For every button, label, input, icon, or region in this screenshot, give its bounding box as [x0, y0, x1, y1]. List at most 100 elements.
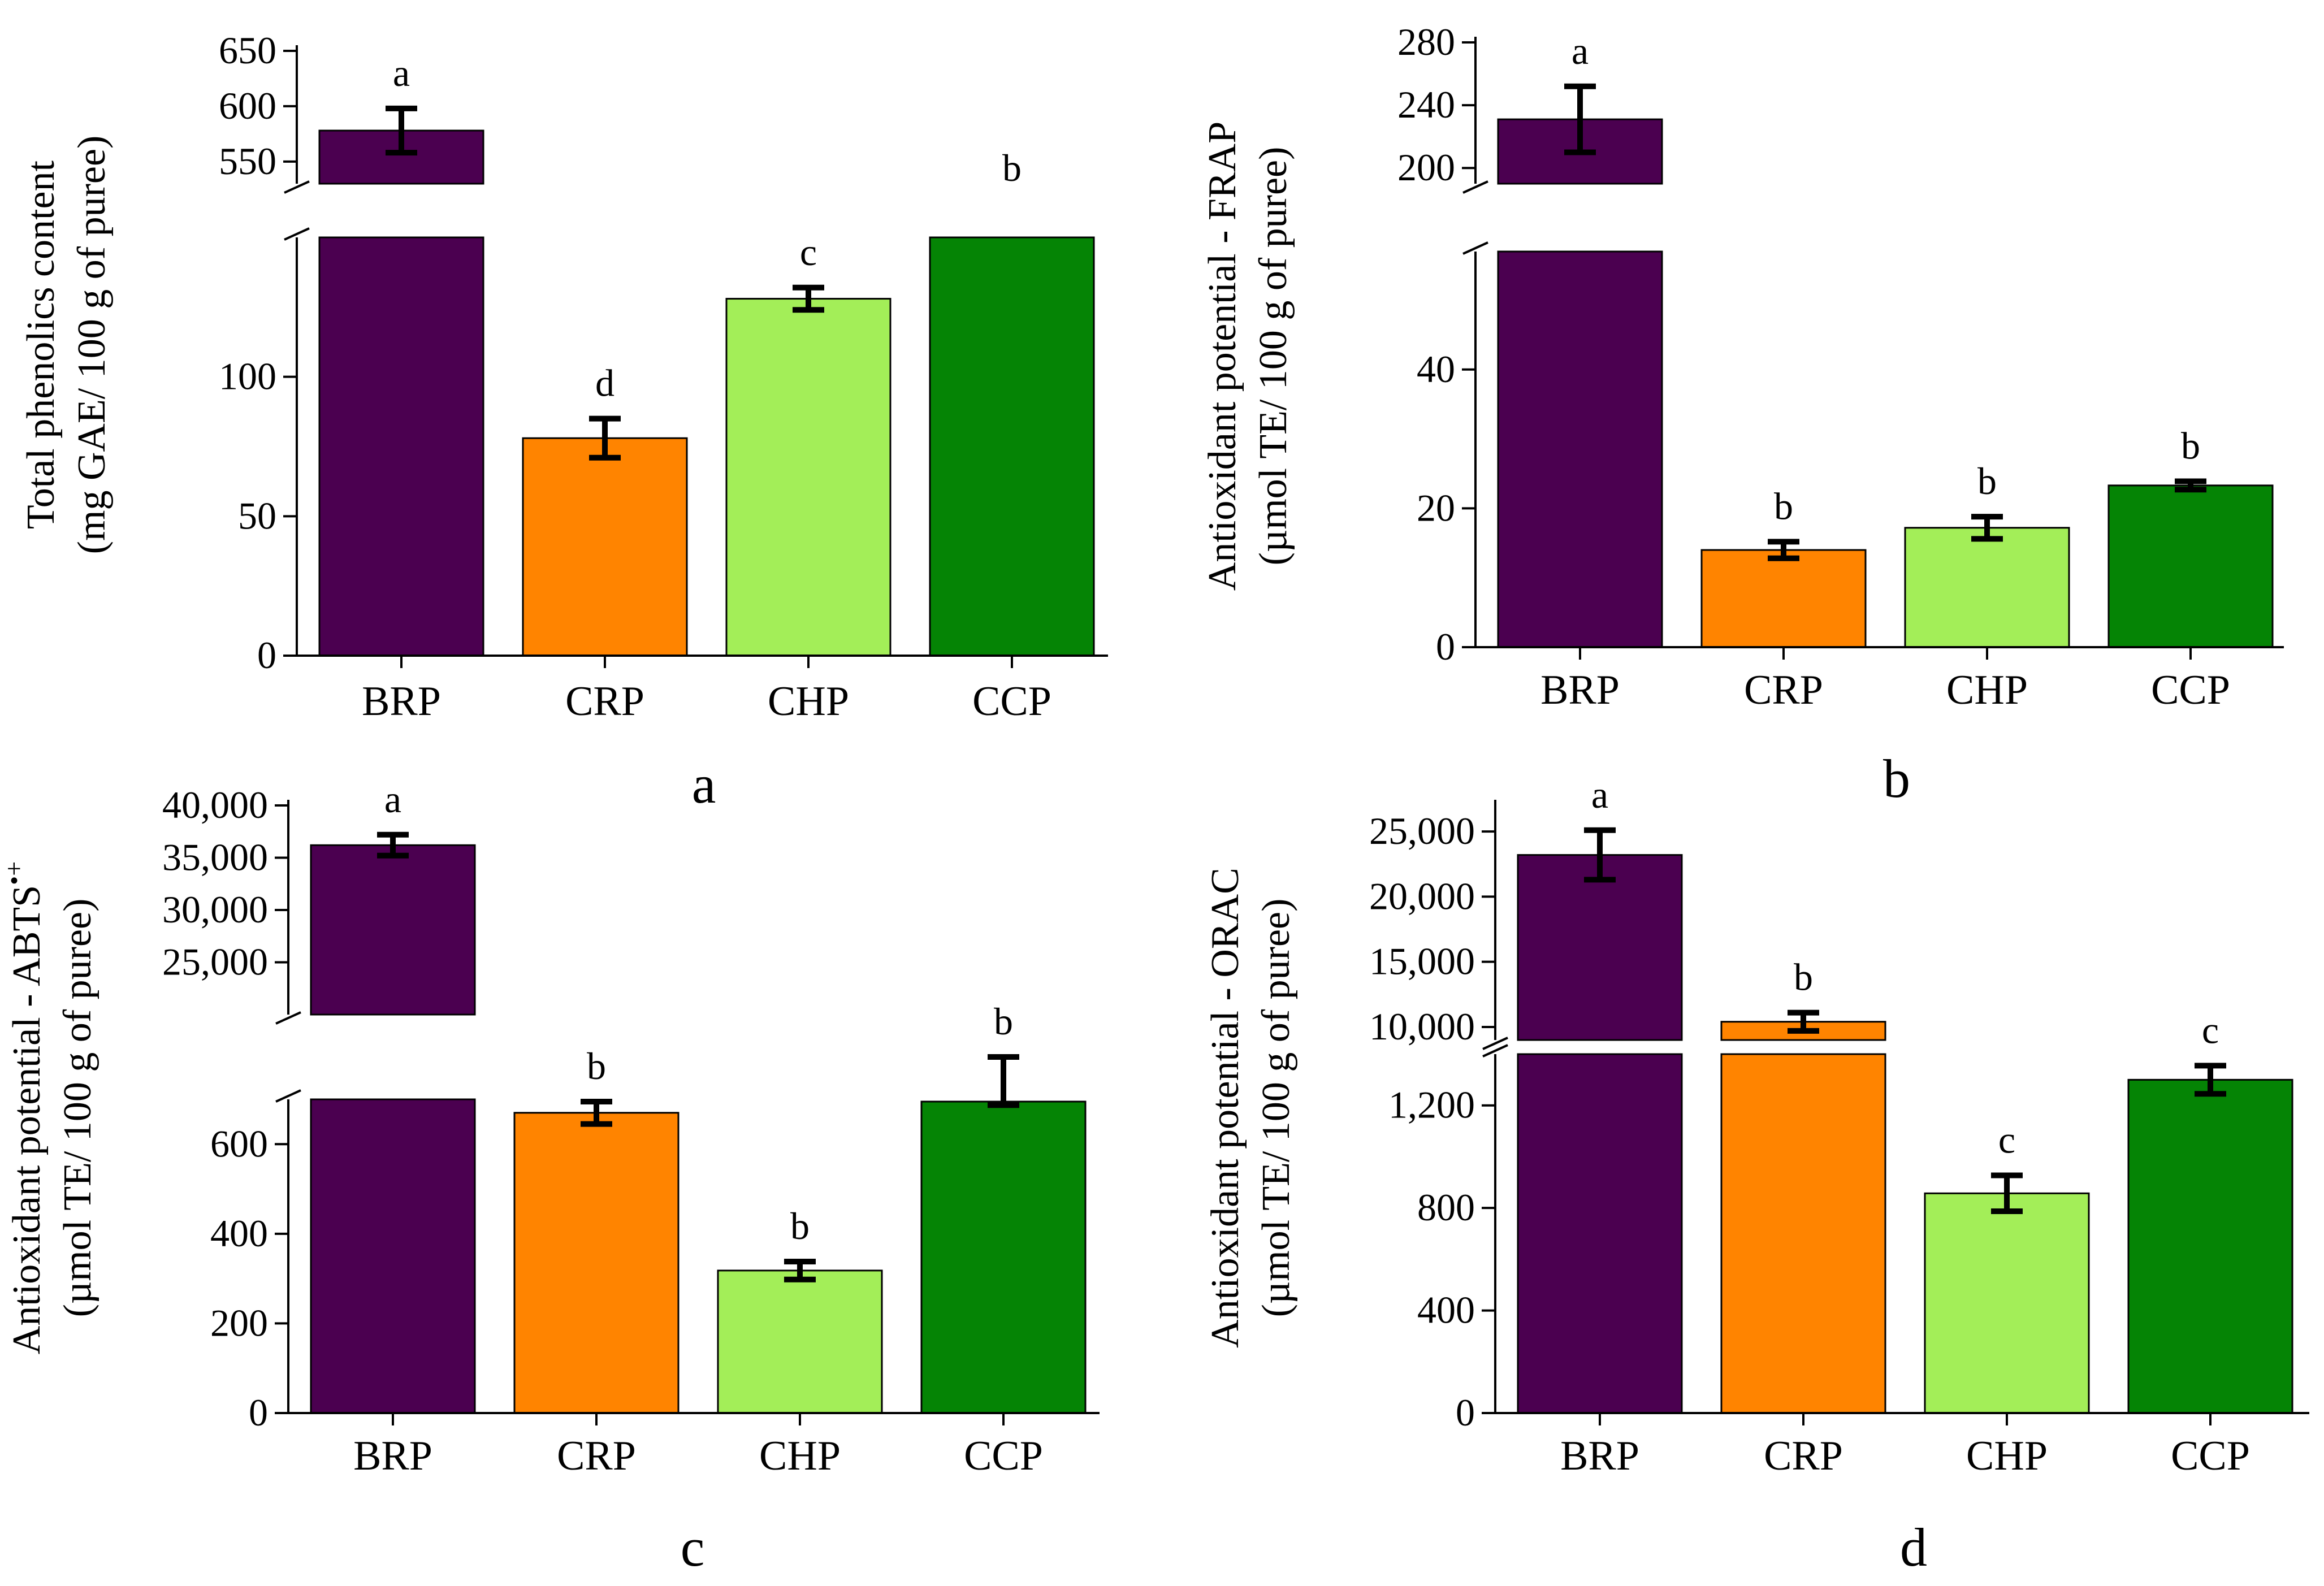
axis-break-band	[317, 185, 486, 236]
error-bar-ccp	[2195, 1063, 2226, 1097]
bar-ccp	[920, 1100, 1087, 1414]
significance-label-chp: c	[800, 231, 817, 274]
y-tick-label: 240	[1397, 83, 1455, 126]
axis-break-band	[1719, 1041, 1888, 1053]
y-axis-title-line-2: (µmol TE/ 100 g of puree)	[1252, 147, 1295, 566]
y-tick-label: 20,000	[1369, 874, 1475, 917]
y-axis-title: Total phenolics content (mg GAE/ 100 g of…	[19, 136, 114, 554]
y-tick-label: 0	[249, 1391, 268, 1434]
axis-break-mark-upper	[275, 1011, 301, 1025]
y-axis-title: Antioxidant potential - ABTS•+(µmol TE/ …	[0, 861, 99, 1354]
y-tick-label: 1,200	[1388, 1084, 1475, 1126]
y-tick-label: 400	[1417, 1289, 1475, 1332]
y-tick-label: 400	[210, 1212, 268, 1255]
x-tick-label-crp: CRP	[1744, 667, 1823, 713]
panel-d: a BRP b CRP c CHP c CCP 0 400 800 1,200 10,000 15,000…	[1204, 773, 2309, 1578]
bar-chp	[725, 298, 891, 657]
significance-label-crp: d	[595, 362, 614, 405]
axis-break-band	[1516, 1041, 1684, 1053]
error-bar-brp	[386, 105, 417, 156]
error-bar-chp	[793, 284, 824, 313]
panel-label: b	[1883, 748, 1910, 809]
bar-crp	[522, 437, 688, 657]
significance-label-crp: b	[1774, 484, 1793, 527]
error-bar-brp	[1584, 827, 1616, 883]
y-tick-label: 0	[1436, 625, 1455, 668]
y-axis-title-line-1: Antioxidant potential - FRAP	[1201, 122, 1244, 591]
panel-label: a	[692, 754, 716, 814]
bar-chp	[1924, 1192, 2090, 1414]
axis-break-mark-upper	[1462, 180, 1488, 194]
y-tick-label: 50	[238, 494, 276, 537]
axis-break-mark-lower	[284, 227, 310, 241]
x-tick-label-ccp: CCP	[972, 678, 1051, 725]
x-tick-label-brp: BRP	[362, 678, 441, 725]
y-axis-title-line-1: Total phenolics content	[19, 160, 63, 529]
y-axis-title: Antioxidant potential - ORAC (µmol TE/ 10…	[1204, 868, 1298, 1348]
bar-ccp	[2107, 484, 2274, 648]
error-bar-crp	[581, 1098, 612, 1127]
bar-chp	[1904, 527, 2070, 648]
x-tick-label-chp: CHP	[1946, 667, 2028, 713]
significance-label-ccp: b	[2181, 424, 2200, 467]
y-tick-label: 25,000	[162, 941, 268, 983]
y-tick-label: 650	[219, 29, 276, 72]
panel-b: a BRP b CRP b CHP b CCP 0 20 40 200 240 280 Antioxidan…	[1201, 20, 2284, 809]
y-tick-label: 40	[1417, 348, 1455, 391]
y-tick-label: 30,000	[162, 888, 268, 931]
y-axis	[275, 800, 301, 1413]
bar-chp	[717, 1269, 883, 1414]
significance-label-crp: b	[1794, 956, 1813, 999]
significance-label-brp: a	[1572, 29, 1589, 72]
y-axis-title: Antioxidant potential - FRAP (µmol TE/ 10…	[1201, 122, 1295, 591]
x-tick-label-crp: CRP	[557, 1433, 636, 1479]
significance-label-ccp: b	[994, 1000, 1013, 1043]
axis-break-band	[1496, 185, 1664, 250]
axis-break-mark-lower	[275, 1089, 301, 1103]
y-axis-title-line-1: Antioxidant potential - ABTS•+	[0, 861, 49, 1354]
bar-crp-lower	[1720, 1053, 1886, 1414]
bar-ccp	[2127, 1078, 2293, 1414]
y-axis	[284, 45, 310, 656]
x-tick-label-ccp: CCP	[2171, 1433, 2250, 1479]
y-tick-label: 550	[219, 140, 276, 183]
axis-break-mark-lower	[1482, 1044, 1508, 1058]
error-bar-chp	[1971, 514, 2003, 542]
x-tick-label-brp: BRP	[353, 1433, 432, 1479]
y-tick-label: 40,000	[162, 783, 268, 826]
panel-a: a BRP d CRP c CHP b CCP 0 50 100 550 600 650 Total phe…	[19, 29, 1108, 814]
y-axis	[1482, 800, 1508, 1413]
bar-ccp	[929, 236, 1095, 657]
x-tick-label-crp: CRP	[565, 678, 644, 725]
y-axis	[1462, 37, 1488, 647]
bar-brp-upper	[310, 844, 476, 1016]
x-tick-label-chp: CHP	[759, 1433, 841, 1479]
y-tick-label: 15,000	[1369, 940, 1475, 983]
y-tick-label: 100	[219, 355, 276, 398]
axis-break-mark-lower	[1462, 241, 1488, 255]
y-axis-title-superscript: •+	[0, 861, 28, 885]
y-tick-label: 10,000	[1369, 1005, 1475, 1048]
x-tick-label-ccp: CCP	[964, 1433, 1043, 1479]
y-axis-title-line-2: (mg GAE/ 100 g of puree)	[70, 136, 114, 554]
significance-label-ccp: b	[1002, 146, 1022, 189]
bar-brp-lower	[310, 1098, 476, 1414]
axis-break-band	[309, 1016, 477, 1098]
x-tick-label-crp: CRP	[1764, 1433, 1843, 1479]
y-axis-title-line-2: (µmol TE/ 100 g of puree)	[1254, 899, 1298, 1318]
bar-brp-lower	[318, 236, 484, 657]
axis-break-mark-upper	[1482, 1037, 1508, 1050]
axis-break-mark-upper	[284, 180, 310, 194]
y-tick-label: 600	[210, 1122, 268, 1165]
y-tick-label: 20	[1417, 486, 1455, 529]
y-tick-label: 0	[257, 634, 276, 677]
panel-c: a BRP b CRP b CHP b CCP 0 200 400 600 25,000 30,000 35…	[0, 778, 1100, 1578]
bar-brp-upper	[1517, 854, 1683, 1041]
error-bar-brp	[1564, 83, 1596, 155]
y-axis-title-line-2: (µmol TE/ 100 g of puree)	[56, 899, 99, 1318]
bar-brp-lower	[1517, 1053, 1683, 1414]
error-bar-brp	[377, 831, 409, 859]
y-tick-label: 0	[1456, 1391, 1475, 1434]
error-bar-crp	[1788, 1009, 1819, 1034]
